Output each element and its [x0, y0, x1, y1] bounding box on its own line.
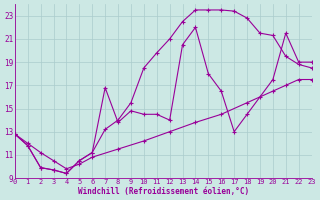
X-axis label: Windchill (Refroidissement éolien,°C): Windchill (Refroidissement éolien,°C) — [78, 187, 249, 196]
